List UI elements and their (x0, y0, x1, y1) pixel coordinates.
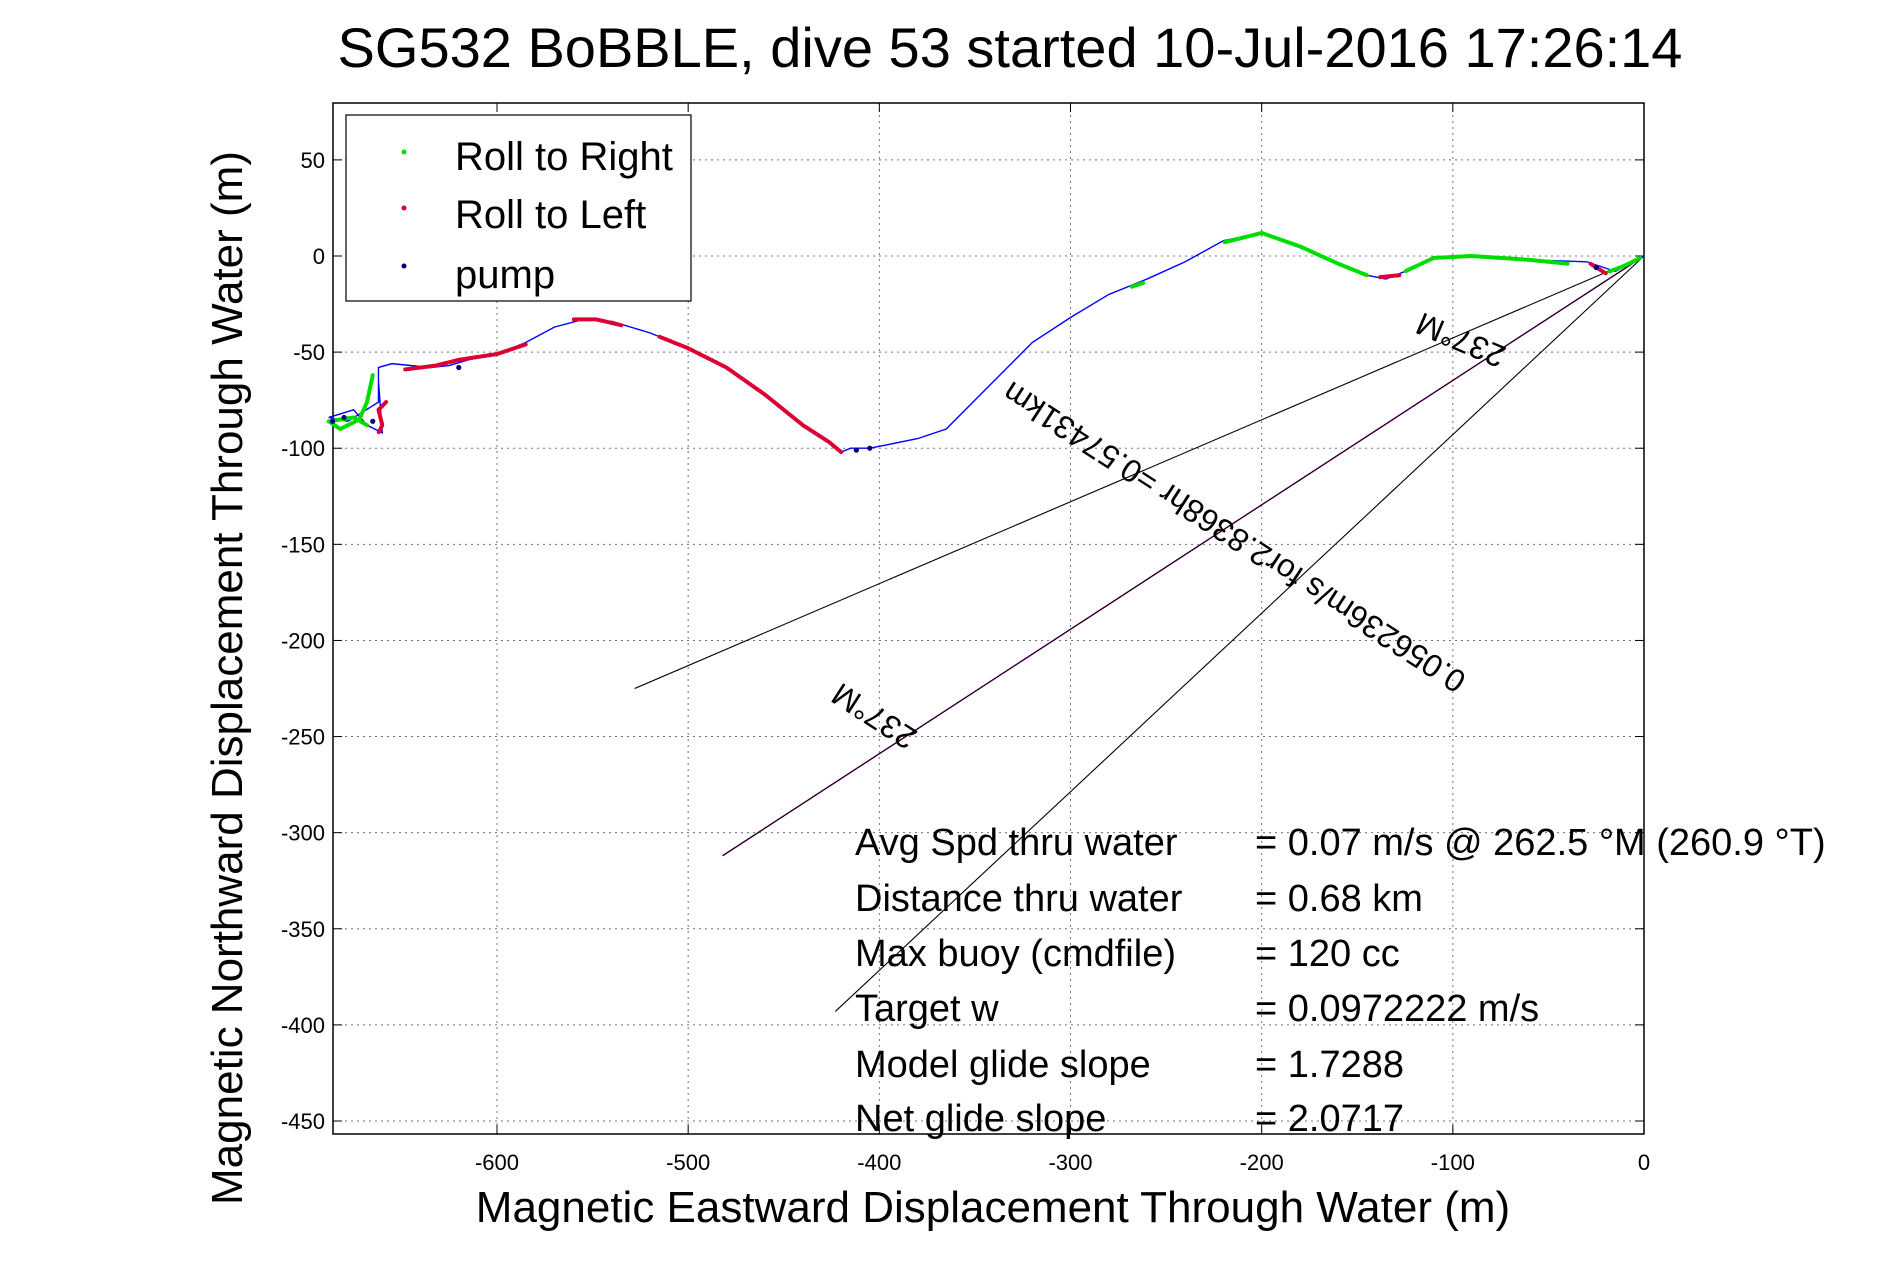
info-value-avg-spd: = 0.07 m/s @ 262.5 °M (260.9 °T) (1255, 822, 1826, 864)
info-value-model-glide: = 1.7288 (1255, 1044, 1404, 1086)
grid (333, 103, 1644, 1134)
y-axis-ticks: 50 0 -50 -100 -150 -200 -250 -300 -350 -400 -450 (281, 148, 1644, 1134)
x-tick-label: -600 (475, 1150, 519, 1175)
y-tick-label: -350 (281, 917, 325, 942)
pump-point (867, 445, 873, 451)
roll-right-segment (1403, 254, 1570, 274)
reference-line (722, 255, 1645, 857)
roll-series (326, 230, 1643, 455)
y-tick-label: 0 (313, 244, 325, 269)
info-value-max-buoy: = 120 cc (1255, 933, 1400, 975)
roll-right-segment (326, 373, 375, 431)
x-axis-ticks: -600 -500 -400 -300 -200 -100 0 (475, 103, 1650, 1175)
pump-point (853, 447, 859, 453)
legend-label-roll-left: Roll to Left (455, 193, 646, 237)
info-label-avg-spd: Avg Spd thru water (855, 822, 1178, 864)
reference-lines (634, 255, 1645, 1012)
reference-line (634, 255, 1645, 690)
x-tick-label: -300 (1048, 1150, 1092, 1175)
x-tick-label: -200 (1240, 1150, 1284, 1175)
info-label-distance: Distance thru water (855, 878, 1183, 920)
legend: Roll to Right Roll to Left pump (345, 114, 692, 302)
info-table: Avg Spd thru water = 0.07 m/s @ 262.5 °M… (855, 822, 1826, 1140)
roll-left-segment (571, 317, 624, 328)
y-tick-label: 50 (301, 148, 325, 173)
pump-point (456, 364, 462, 371)
roll-left-segment (657, 334, 844, 455)
y-axis-label: Magnetic Northward Displacement Through … (203, 151, 252, 1205)
roll-left-segment (403, 342, 528, 372)
y-tick-label: -450 (281, 1109, 325, 1134)
reference-line (834, 255, 1645, 1012)
x-tick-label: -500 (666, 1150, 710, 1175)
info-label-model-glide: Model glide slope (855, 1044, 1151, 1086)
y-tick-label: -300 (281, 821, 325, 846)
x-axis-label: Magnetic Eastward Displacement Through W… (476, 1183, 1510, 1232)
roll-left-segment (376, 400, 389, 435)
x-tick-label: -100 (1431, 1150, 1475, 1175)
legend-marker-roll-right (401, 149, 407, 155)
roll-right-segment (1607, 255, 1643, 274)
pump-point (1593, 264, 1599, 271)
info-label-max-buoy: Max buoy (cmdfile) (855, 933, 1176, 975)
pump-point (341, 414, 347, 421)
roll-left-segment (1378, 273, 1402, 280)
y-tick-label: -400 (281, 1013, 325, 1038)
roll-right-segment (1221, 230, 1369, 278)
y-tick-label: -250 (281, 725, 325, 750)
x-tick-label: -400 (857, 1150, 901, 1175)
y-tick-label: -200 (281, 628, 325, 653)
pump-point (370, 418, 376, 424)
info-value-net-glide: = 2.0717 (1255, 1098, 1404, 1140)
y-tick-label: -50 (293, 340, 325, 365)
legend-marker-roll-left (401, 205, 407, 211)
x-tick-label: 0 (1638, 1150, 1650, 1175)
info-label-target-w: Target w (855, 988, 999, 1030)
y-tick-label: -100 (281, 436, 325, 461)
y-tick-label: -150 (281, 532, 325, 557)
chart-title: SG532 BoBBLE, dive 53 started 10-Jul-201… (338, 16, 1683, 79)
legend-label-pump: pump (455, 253, 555, 297)
info-value-target-w: = 0.0972222 m/s (1255, 988, 1539, 1030)
legend-box (345, 114, 692, 302)
info-label-net-glide: Net glide slope (855, 1098, 1106, 1140)
info-value-distance: = 0.68 km (1255, 878, 1423, 920)
legend-marker-pump (401, 263, 407, 269)
roll-right-segment (1129, 280, 1146, 289)
pump-point (329, 418, 336, 424)
legend-label-roll-right: Roll to Right (455, 135, 673, 179)
